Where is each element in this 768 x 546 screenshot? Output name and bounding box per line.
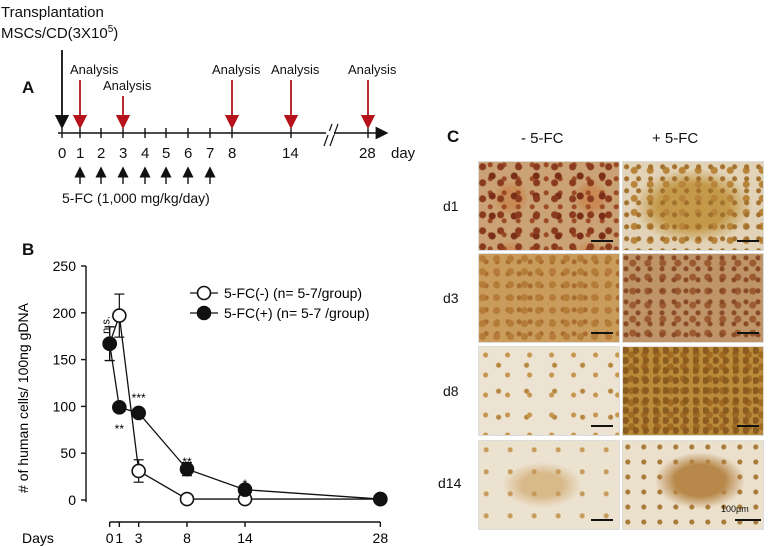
timeline-ticks — [61, 128, 369, 138]
legend-marker — [196, 305, 212, 321]
y-tick-label: 200 — [53, 305, 77, 321]
micrograph-d8-plus — [622, 346, 764, 436]
legend-label: 5-FC(-) (n= 5-7/group) — [224, 285, 362, 301]
micrograph-d14-minus — [478, 440, 620, 530]
row-label-d3: d3 — [443, 290, 459, 306]
row-label-d14: d14 — [438, 475, 462, 491]
significance-annotation: ** — [115, 422, 125, 436]
micrograph-d1-plus — [622, 161, 764, 251]
analysis-label: Analysis — [70, 62, 119, 77]
scale-bar — [591, 519, 613, 521]
scale-bar — [737, 332, 759, 334]
data-point-minus — [179, 491, 195, 507]
timeline-diagram — [54, 50, 389, 184]
panel-a-letter: A — [22, 78, 35, 97]
analysis-arrows — [72, 80, 376, 130]
scale-bar — [737, 240, 759, 242]
timeline-tick-label: 8 — [228, 145, 237, 162]
timeline-tick-label: 0 — [58, 145, 67, 162]
x-tick-label: 14 — [237, 530, 253, 546]
micrograph-d3-minus — [478, 253, 620, 343]
significance-annotation: *** — [132, 391, 146, 405]
x-tick-label: 0 — [106, 530, 114, 546]
col-header-minus: - 5-FC — [521, 130, 564, 147]
significance-annotation: * — [243, 477, 248, 491]
timeline-tick-label: 5 — [162, 145, 171, 162]
analysis-label: Analysis — [212, 62, 261, 77]
scale-bar — [591, 240, 613, 242]
transplant-label-line2: MSCs/CD(3X105) — [1, 24, 119, 42]
col-header-plus: + 5-FC — [652, 130, 699, 147]
data-point-plus — [102, 336, 117, 351]
timeline-tick-label: 7 — [206, 145, 215, 162]
scale-bar — [735, 519, 761, 521]
row-label-d8: d8 — [443, 383, 459, 399]
legend: 5-FC(-) (n= 5-7/group) 5-FC(+) (n= 5-7 /g… — [190, 285, 370, 321]
micrograph-d8-minus — [478, 346, 620, 436]
data-point-plus — [237, 482, 253, 498]
x-tick-label: 8 — [183, 530, 191, 546]
data-point-minus — [112, 308, 127, 323]
micrograph-d3-plus — [622, 253, 764, 343]
y-tick-label: 150 — [53, 352, 77, 368]
scale-bar — [591, 332, 613, 334]
legend-label: 5-FC(+) (n= 5-7 /group) — [224, 305, 370, 321]
treatment-label: 5-FC (1,000 mg/kg/day) — [62, 190, 210, 206]
micrograph-d1-minus — [478, 161, 620, 251]
treatment-arrows — [74, 166, 216, 184]
y-tick-label: 0 — [68, 492, 76, 508]
scale-bar-label: 100μm — [721, 504, 749, 514]
significance-annotation: n.s. — [100, 316, 112, 334]
scale-bar — [737, 425, 759, 427]
timeline-tick-label: 4 — [141, 145, 150, 162]
row-label-d1: d1 — [443, 198, 459, 214]
panel-c-letter: C — [447, 127, 460, 146]
x-tick-label: 1 — [115, 530, 123, 546]
panel-b-letter: B — [22, 240, 35, 259]
transplant-label-line1: Transplantation — [1, 4, 104, 21]
significance-annotation: ** — [182, 455, 192, 469]
data-point-minus — [131, 463, 146, 479]
series-line-1 — [109, 343, 381, 500]
analysis-label: Analysis — [103, 78, 152, 93]
timeline-tick-label: 6 — [184, 145, 193, 162]
x-axis-label: Days — [22, 530, 54, 546]
timeline-tick-label: 14 — [282, 145, 299, 162]
scale-bar — [591, 425, 613, 427]
y-tick-label: 50 — [60, 445, 76, 461]
analysis-label: Analysis — [271, 62, 320, 77]
day-unit-label: day — [391, 145, 416, 162]
y-tick-label: 250 — [53, 258, 77, 274]
micrograph-d14-plus: 100μm — [622, 440, 764, 530]
x-tick-label: 3 — [135, 530, 143, 546]
timeline-tick-label: 3 — [119, 145, 128, 162]
timeline-tick-label: 1 — [76, 145, 85, 162]
y-tick-label: 100 — [53, 398, 77, 414]
data-point-plus — [373, 491, 388, 507]
data-point-plus — [131, 405, 146, 421]
series-line-0 — [109, 315, 381, 500]
x-tick-label: 28 — [373, 530, 389, 546]
timeline-tick-label: 28 — [359, 145, 376, 162]
data-point-plus — [179, 461, 195, 477]
analysis-label: Analysis — [348, 62, 397, 77]
legend-marker — [196, 285, 212, 301]
data-point-plus — [112, 400, 127, 415]
y-axis-label: # of human cells/ 100ng gDNA — [15, 302, 31, 493]
timeline-tick-label: 2 — [97, 145, 106, 162]
